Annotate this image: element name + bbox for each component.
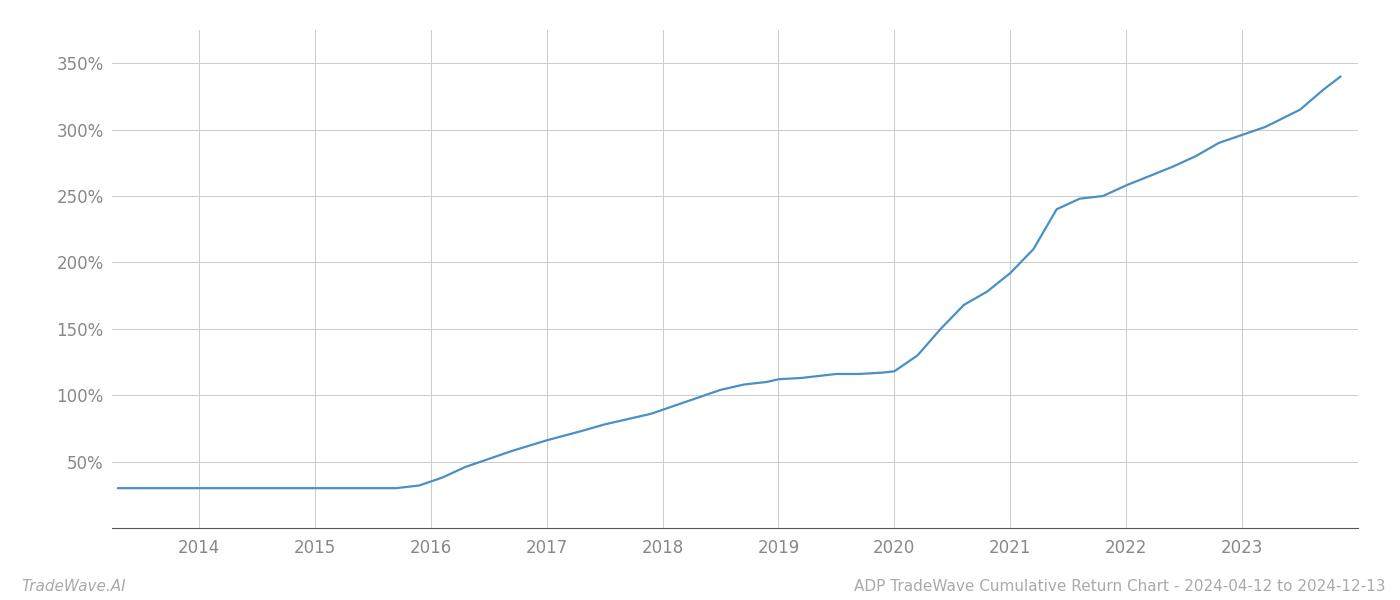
- Text: TradeWave.AI: TradeWave.AI: [21, 579, 126, 594]
- Text: ADP TradeWave Cumulative Return Chart - 2024-04-12 to 2024-12-13: ADP TradeWave Cumulative Return Chart - …: [854, 579, 1386, 594]
